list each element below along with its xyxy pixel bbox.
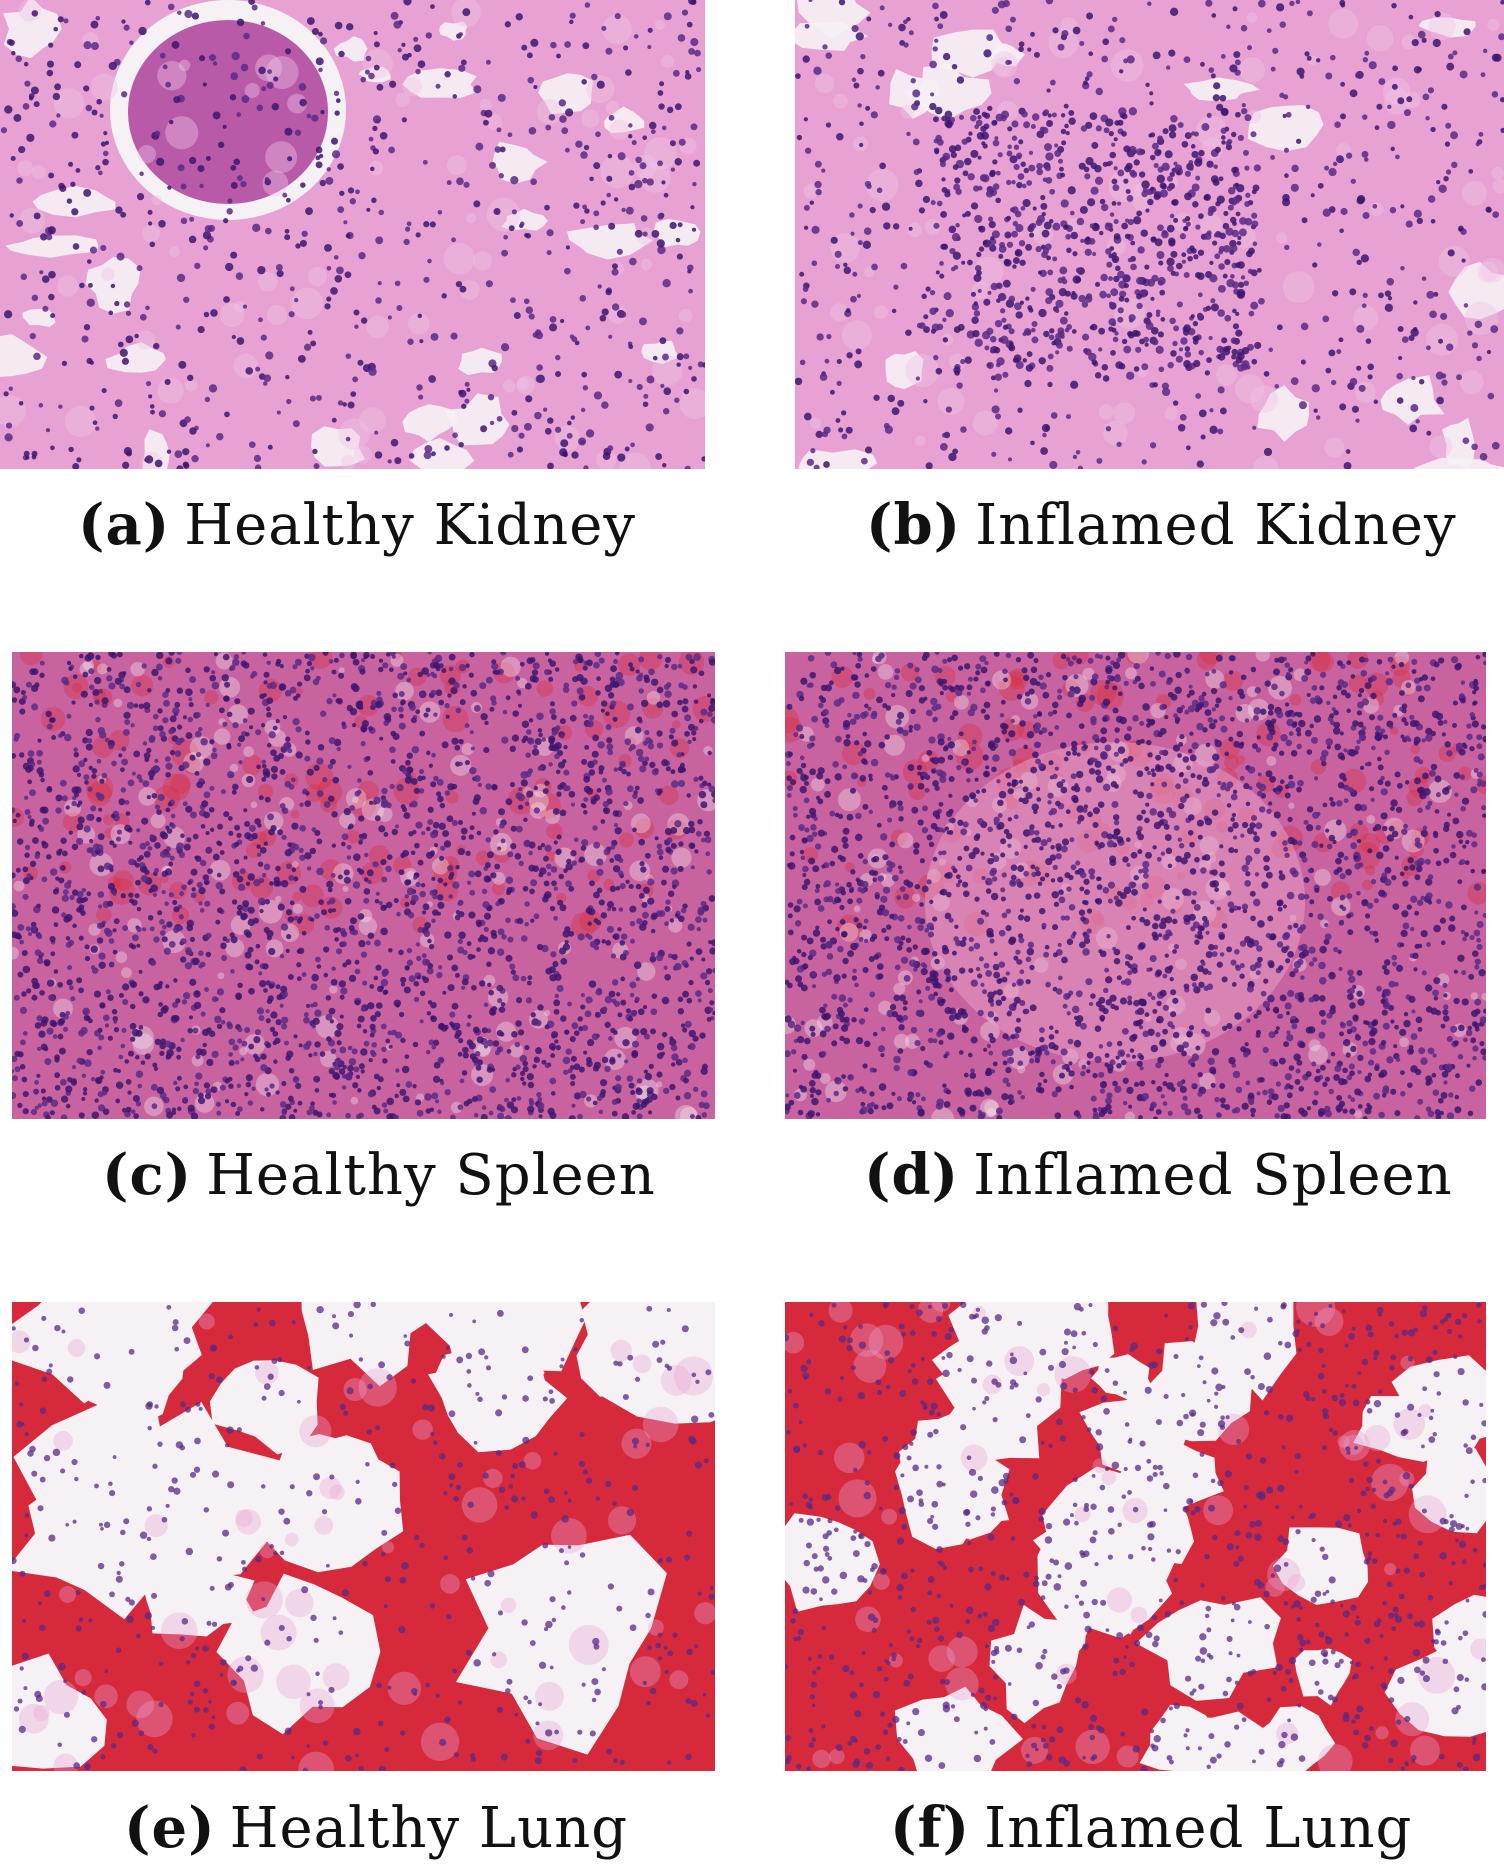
caption-label: (b): [866, 492, 962, 558]
caption-label: (c): [102, 1142, 193, 1208]
histology-image-inflamed-kidney: [795, 0, 1504, 469]
caption-title: Inflamed Kidney: [975, 493, 1457, 558]
histology-image-healthy-kidney: [0, 0, 705, 469]
caption-title: Healthy Kidney: [184, 493, 636, 558]
caption-label: (a): [78, 492, 171, 558]
histology-image-healthy-lung: [12, 1302, 715, 1771]
histology-image-healthy-spleen: [12, 652, 715, 1119]
caption-label: (e): [124, 1795, 216, 1861]
caption-healthy-lung: (e) Healthy Lung: [124, 1795, 628, 1861]
caption-healthy-spleen: (c) Healthy Spleen: [102, 1142, 656, 1208]
caption-label: (d): [864, 1142, 960, 1208]
caption-title: Inflamed Spleen: [973, 1143, 1453, 1208]
caption-title: Healthy Spleen: [206, 1143, 656, 1208]
caption-label: (f): [890, 1795, 971, 1861]
caption-title: Inflamed Lung: [984, 1796, 1413, 1861]
caption-inflamed-spleen: (d) Inflamed Spleen: [864, 1142, 1453, 1208]
histology-image-inflamed-spleen: [785, 652, 1486, 1119]
histology-image-inflamed-lung: [785, 1302, 1486, 1771]
caption-inflamed-kidney: (b) Inflamed Kidney: [866, 492, 1457, 558]
caption-inflamed-lung: (f) Inflamed Lung: [890, 1795, 1412, 1861]
caption-healthy-kidney: (a) Healthy Kidney: [78, 492, 636, 558]
caption-title: Healthy Lung: [229, 1796, 629, 1861]
